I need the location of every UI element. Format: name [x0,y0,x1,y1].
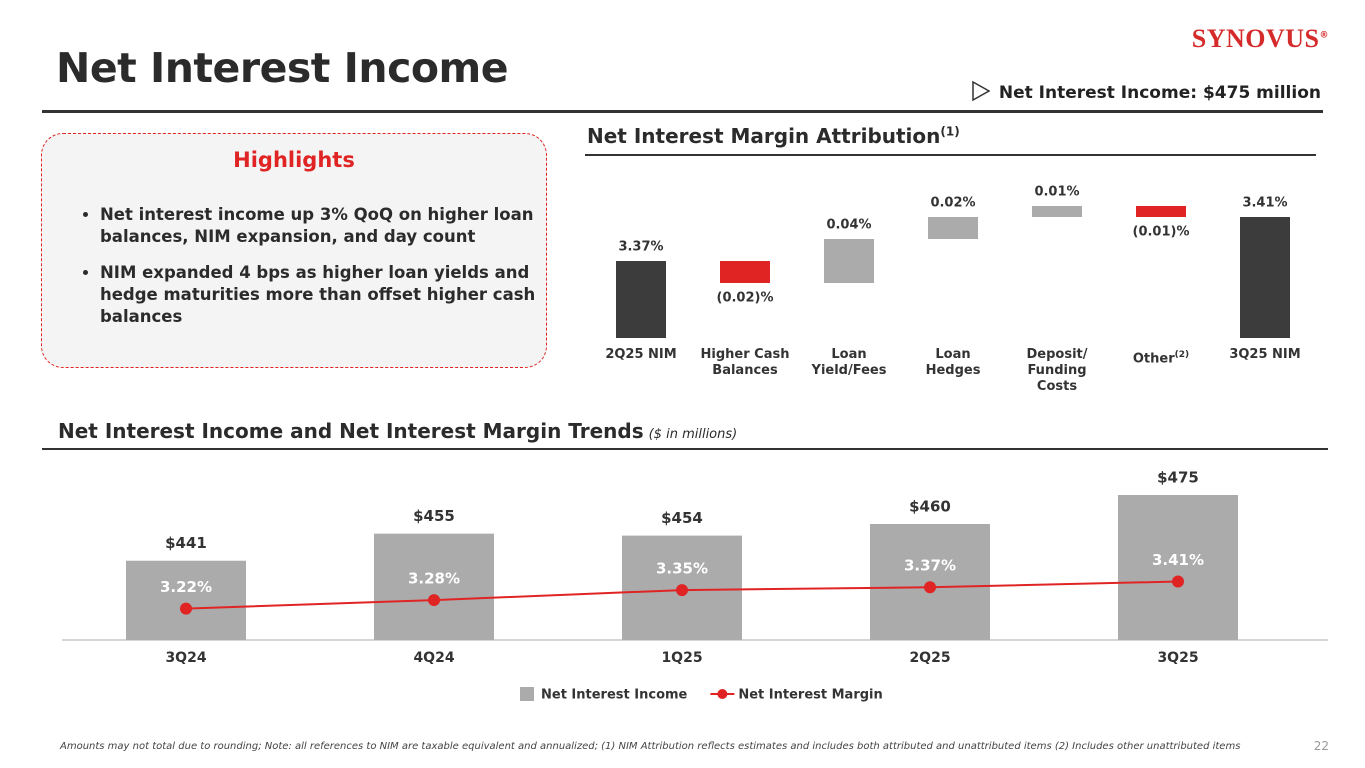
legend-label: Net Interest Income [541,688,688,703]
category-text: Loan Yield/Fees [811,347,887,378]
line-value-label: 3.37% [904,557,956,575]
category-text: Higher Cash Balances [700,347,790,378]
highlight-bullet: Net interest income up 3% QoQ on higher … [100,204,550,248]
category-label: Other(2) [1111,347,1211,367]
line-point [180,602,192,615]
waterfall-bar [928,217,978,239]
line-point [1172,575,1184,588]
x-tick-label: 3Q24 [165,650,206,666]
trend-title-text: Net Interest Income and Net Interest Mar… [58,419,644,443]
header-rule [42,110,1323,113]
trend-rule [42,448,1328,450]
category-label: Loan Yield/Fees [799,347,899,379]
category-text: Other [1132,351,1175,367]
category-label: 3Q25 NIM [1215,347,1315,363]
category-label: Deposit/ Funding Costs [1007,347,1107,395]
page-number: 22 [1313,739,1329,753]
bar-value-label: $475 [1157,469,1199,487]
legend-swatch [520,687,534,701]
highlights-box [41,133,547,368]
bar-value-label: $455 [413,507,455,525]
logo-text: SYNOVUS [1191,24,1320,53]
value-label: 0.01% [1034,185,1079,200]
category-text: 3Q25 NIM [1229,347,1301,362]
waterfall-bar [616,261,666,338]
bar-value-label: $441 [165,534,207,552]
category-text: Loan Hedges [925,347,981,378]
trend-subtitle: ($ in millions) [648,427,738,442]
line-point [428,594,440,607]
bar [126,560,246,640]
x-tick-label: 3Q25 [1157,650,1198,666]
waterfall-bar [720,261,770,283]
x-tick-label: 2Q25 [909,650,950,666]
bar-value-label: $460 [909,498,951,516]
callout: Net Interest Income: $475 million [971,80,1321,103]
category-text: 2Q25 NIM [605,347,677,362]
highlights-title: Highlights [233,148,355,172]
line-value-label: 3.22% [160,578,212,596]
callout-arrow [972,80,991,102]
waterfall-bar [824,239,874,283]
line-point [676,584,688,597]
legend-label: Net Interest Margin [738,688,882,703]
category-label: Loan Hedges [903,347,1003,379]
trend-title: Net Interest Income and Net Interest Mar… [58,419,737,443]
slide-title: Net Interest Income [56,44,509,92]
bar [374,533,494,640]
value-label: 3.41% [1242,196,1287,211]
waterfall-bar [1240,217,1290,338]
waterfall-bar [1032,206,1082,217]
legend-dot [717,689,728,699]
waterfall-title-text: Net Interest Margin Attribution [587,124,941,148]
line-point [924,581,936,594]
waterfall-title: Net Interest Margin Attribution(1) [587,124,960,148]
category-text: Deposit/ Funding Costs [1026,347,1088,394]
footnote: Amounts may not total due to rounding; N… [60,741,1241,752]
logo-mark: ® [1319,30,1329,41]
logo: SYNOVUS® [1192,24,1329,54]
bar-value-label: $454 [661,509,703,527]
category-label: Higher Cash Balances [695,347,795,379]
line-value-label: 3.28% [408,570,460,588]
value-label: 0.04% [826,218,871,233]
waterfall-bar [1136,206,1186,217]
category-label: 2Q25 NIM [591,347,691,363]
highlight-bullet: NIM expanded 4 bps as higher loan yields… [100,262,550,328]
x-tick-label: 1Q25 [661,650,702,666]
value-label: 0.02% [930,196,975,211]
value-label: 3.37% [618,240,663,255]
value-label: (0.02)% [717,291,774,306]
category-note: (2) [1174,350,1190,360]
waterfall-title-note: (1) [940,124,960,139]
line-value-label: 3.41% [1152,551,1204,569]
value-label: (0.01)% [1133,225,1190,240]
line-value-label: 3.35% [656,560,708,578]
callout-text: Net Interest Income: $475 million [998,83,1321,103]
x-tick-label: 4Q24 [413,650,454,666]
bar [1118,495,1238,640]
highlights-list: Net interest income up 3% QoQ on higher … [72,204,550,342]
waterfall-rule [585,154,1316,156]
